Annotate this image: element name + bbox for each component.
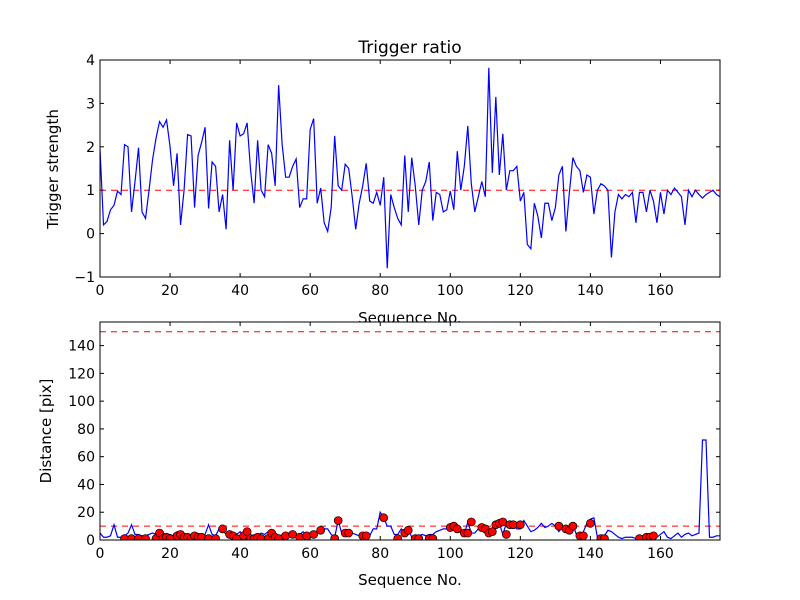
detection-point — [333, 516, 343, 525]
trigger-y-tick-label: −1 — [74, 270, 95, 286]
trigger-plot-clip — [100, 67, 720, 269]
detection-point — [281, 531, 290, 540]
trigger-series-line — [100, 67, 720, 269]
distance-axes-frame — [99, 321, 721, 541]
trigger-ratio-title: Trigger ratio — [357, 38, 461, 58]
distance-y-tick-label: 120 — [68, 366, 95, 382]
detection-point — [501, 530, 511, 539]
distance-y-tick-label: 0 — [86, 533, 95, 549]
detection-point — [452, 524, 462, 534]
detection-point — [649, 531, 658, 540]
detection-point — [344, 528, 354, 538]
distance-plot-area — [100, 331, 720, 540]
trigger-plot-area — [100, 67, 720, 269]
trigger-y-tick-label: 2 — [86, 140, 95, 156]
distance-y-tick-label: 60 — [77, 450, 95, 466]
trigger-y-tick-label: 0 — [86, 227, 95, 243]
detection-point — [211, 534, 220, 540]
trigger-x-tick-label: 80 — [371, 283, 389, 299]
trigger-ratio-panel: Trigger ratio Sequence No. Trigger stren… — [44, 38, 721, 327]
distance-x-tick-label: 160 — [647, 546, 674, 562]
detection-point — [428, 534, 438, 540]
detection-point — [393, 534, 403, 540]
distance-x-tick-label: 40 — [231, 546, 249, 562]
detection-point — [379, 513, 389, 523]
detection-point — [568, 521, 578, 531]
distance-tick-group: 0 20 40 60 80 100 120 140 160 0 20 40 60 80 100 120 140 — [68, 322, 720, 562]
distance-x-tick-label: 20 — [161, 546, 179, 562]
distance-y-axis-label: Distance [pix] — [37, 379, 55, 484]
detection-point — [302, 531, 312, 540]
detection-point — [403, 525, 413, 535]
detection-point — [463, 528, 473, 538]
trigger-x-tick-label: 40 — [231, 283, 249, 299]
detection-point — [414, 534, 424, 540]
distance-y-tick-label: 100 — [68, 394, 95, 410]
trigger-x-tick-label: 140 — [577, 283, 604, 299]
distance-y-tick-label: 20 — [77, 505, 95, 521]
detection-point — [487, 527, 497, 537]
detection-point — [579, 531, 588, 540]
detection-point — [466, 517, 476, 527]
distance-x-axis-label: Sequence No. — [358, 571, 462, 589]
detection-point — [586, 518, 595, 528]
trigger-axes-frame — [99, 59, 721, 278]
detection-point — [330, 534, 340, 540]
distance-x-tick-label: 0 — [96, 546, 105, 562]
trigger-x-tick-label: 0 — [96, 283, 105, 299]
detection-point — [242, 527, 252, 537]
distance-y-tick-label: 140 — [68, 339, 95, 355]
detection-point — [316, 525, 326, 535]
trigger-y-tick-label: 3 — [86, 96, 95, 112]
distance-panel: Sequence No. Distance [pix] 0 20 40 60 80 100… — [37, 321, 721, 589]
distance-plot-clip — [100, 331, 720, 540]
trigger-x-tick-label: 160 — [647, 283, 674, 299]
trigger-y-tick-label: 4 — [86, 53, 95, 69]
detection-point — [635, 534, 644, 540]
distance-y-tick-label: 80 — [77, 422, 95, 438]
distance-x-tick-label: 60 — [301, 546, 319, 562]
trigger-x-tick-label: 120 — [507, 283, 534, 299]
distance-x-tick-label: 120 — [507, 546, 534, 562]
trigger-y-tick-label: 1 — [86, 183, 95, 199]
trigger-x-tick-label: 60 — [301, 283, 319, 299]
detection-point — [515, 520, 525, 530]
detection-point — [141, 534, 150, 540]
trigger-y-axis-label: Trigger strength — [44, 109, 62, 230]
distance-y-tick-label: 40 — [77, 477, 95, 493]
detection-point — [600, 534, 609, 540]
distance-x-tick-label: 80 — [371, 546, 389, 562]
distance-x-tick-label: 100 — [437, 546, 464, 562]
trigger-x-tick-label: 20 — [161, 283, 179, 299]
trigger-x-tick-label: 100 — [437, 283, 464, 299]
detection-point — [361, 531, 371, 540]
detection-point — [309, 530, 319, 539]
distance-x-tick-label: 140 — [577, 546, 604, 562]
detection-point — [218, 524, 227, 534]
